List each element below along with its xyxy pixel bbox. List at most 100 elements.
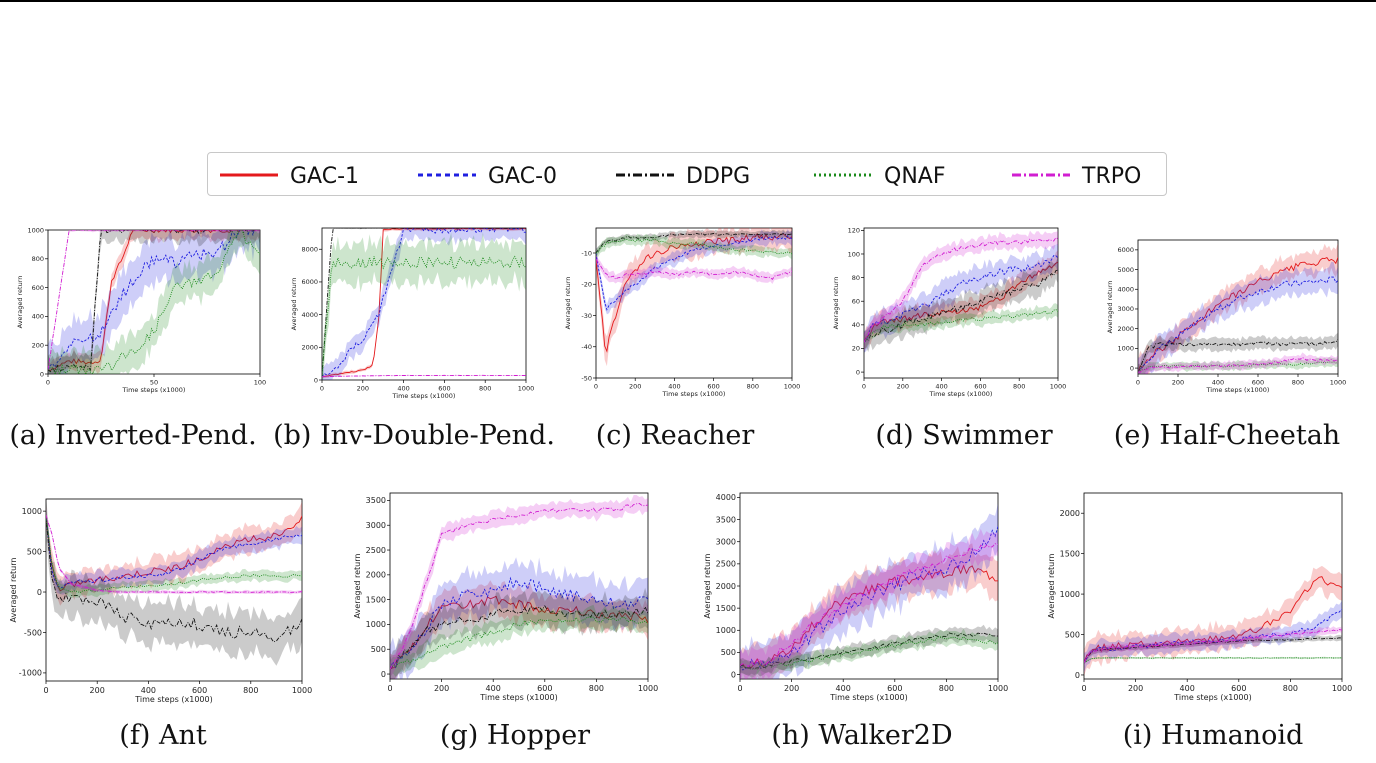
series-trpo (322, 374, 526, 378)
chart-e: 0 200 400 600 800 1000 0 1000 2000 3000 4000 5000 60… (1106, 239, 1347, 394)
chart-h: 0 200 400 600 800 1000 0 500 1000 1500 2000 2500 300… (703, 492, 1008, 702)
band-trpo (596, 254, 792, 284)
series-gac-1 (1138, 257, 1338, 373)
series-gac-1 (596, 233, 792, 353)
y-tick-label: 500 (721, 648, 736, 657)
series-qnaf (46, 515, 302, 594)
x-tick-label: 200 (1128, 684, 1143, 693)
y-tick-label: -40 (581, 343, 592, 351)
x-tick-label: 800 (939, 684, 954, 693)
band-trpo (1084, 626, 1342, 666)
y-tick-label: -500 (24, 628, 42, 637)
y-tick-label: 600 (32, 284, 44, 292)
caption-g: (g) Hopper (439, 720, 591, 751)
x-tick-label: 0 (46, 379, 50, 387)
series-trpo (1084, 629, 1342, 664)
x-tick-label: 1000 (292, 686, 312, 695)
x-tick-label: 200 (629, 383, 641, 391)
top-rule (0, 0, 1376, 2)
band-ddpg (46, 499, 302, 666)
series-trpo (864, 237, 1058, 343)
band-qnaf (322, 232, 526, 380)
y-tick-label: 2000 (301, 344, 318, 352)
legend-svg: GAC-1 GAC-0 DDPG QNAF TRPO (220, 164, 1141, 189)
y-tick-label: 60 (852, 298, 860, 306)
band-qnaf (48, 230, 260, 374)
y-tick-label: 20 (852, 345, 860, 353)
series-gac-0 (48, 230, 255, 370)
x-tick-label: 400 (486, 684, 501, 693)
x-tick-label: 400 (836, 684, 851, 693)
y-axis-label: Averaged return (832, 277, 840, 330)
legend-label-gac-1: GAC-1 (290, 164, 359, 189)
y-tick-label: 0 (856, 368, 860, 376)
series-gac-1 (46, 515, 302, 592)
series-qnaf (1138, 361, 1338, 373)
x-tick-label: 600 (707, 383, 719, 391)
series-gac-0 (46, 515, 302, 588)
x-axis-label: Time steps (x1000) (122, 386, 186, 394)
y-tick-label: 400 (32, 313, 44, 321)
y-tick-label: 5000 (1117, 266, 1134, 274)
chart-f: 0 200 400 600 800 1000 -1000 -500 0 500 1000 Time s… (9, 498, 312, 704)
series-gac-0 (390, 576, 648, 670)
band-trpo (864, 230, 1058, 352)
series-ddpg (1084, 637, 1342, 664)
x-axis-label: Time steps (x1000) (829, 693, 907, 702)
legend-label-gac-0: GAC-0 (488, 164, 557, 189)
caption-c: (c) Reacher (595, 420, 755, 451)
x-tick-label: 1000 (1330, 379, 1347, 387)
y-tick-label: 2500 (716, 560, 736, 569)
y-tick-label: 2000 (1117, 325, 1134, 333)
x-tick-label: 800 (1283, 684, 1298, 693)
y-tick-label: 0 (314, 376, 318, 384)
y-tick-label: 1500 (366, 595, 386, 604)
y-tick-label: 4000 (716, 493, 736, 502)
x-tick-label: 0 (320, 385, 324, 393)
series-gac-1 (740, 564, 998, 669)
y-tick-label: 1000 (716, 626, 736, 635)
plot-frame (1083, 492, 1343, 680)
x-tick-label: 1000 (518, 385, 535, 393)
band-trpo (1138, 352, 1338, 374)
band-gac-1 (390, 580, 648, 679)
caption-e: (e) Half-Cheetah (1113, 420, 1341, 451)
band-gac-0 (1084, 600, 1342, 673)
series-ddpg (46, 515, 302, 643)
band-gac-1 (596, 228, 792, 367)
x-tick-label: 1000 (988, 684, 1008, 693)
band-qnaf (1138, 357, 1338, 374)
x-tick-label: 600 (537, 684, 552, 693)
caption-d: (d) Swimmer (875, 420, 1053, 451)
legend-label-qnaf: QNAF (884, 164, 945, 189)
y-tick-label: 8000 (301, 246, 318, 254)
legend-label-trpo: TRPO (1081, 164, 1141, 189)
band-gac-1 (864, 250, 1058, 350)
chart-b: 0 200 400 600 800 1000 0 2000 4000 6000 8000 Time s… (290, 227, 535, 400)
x-tick-label: 800 (243, 686, 258, 695)
y-tick-label: 0 (40, 370, 44, 378)
chart-d: 0 200 400 600 800 1000 0 20 40 60 80 100 120 Time ste… (832, 227, 1067, 398)
caption-f: (f) Ant (119, 720, 207, 751)
caption-i: (i) Humanoid (1122, 720, 1304, 751)
y-tick-label: 500 (1065, 630, 1080, 639)
x-tick-label: 200 (1172, 379, 1184, 387)
series-gac-0 (740, 526, 998, 671)
x-tick-label: 1000 (1050, 383, 1067, 391)
y-tick-label: 800 (32, 255, 44, 263)
band-qnaf (46, 509, 302, 598)
y-tick-label: 2000 (716, 582, 736, 591)
y-axis-label: Averaged return (16, 276, 24, 329)
series-gac-1 (864, 261, 1058, 343)
y-axis-label: Averaged return (9, 558, 18, 623)
x-tick-label: 400 (935, 383, 947, 391)
y-tick-label: 500 (27, 547, 42, 556)
plot-frame (45, 498, 303, 682)
band-ddpg (48, 230, 260, 374)
y-tick-label: -50 (581, 374, 592, 382)
y-tick-label: 4000 (1117, 286, 1134, 294)
y-tick-label: -10 (581, 249, 592, 257)
y-tick-label: 1500 (1060, 549, 1080, 558)
y-axis-label: Averaged return (564, 277, 572, 330)
y-tick-label: 120 (848, 227, 860, 235)
